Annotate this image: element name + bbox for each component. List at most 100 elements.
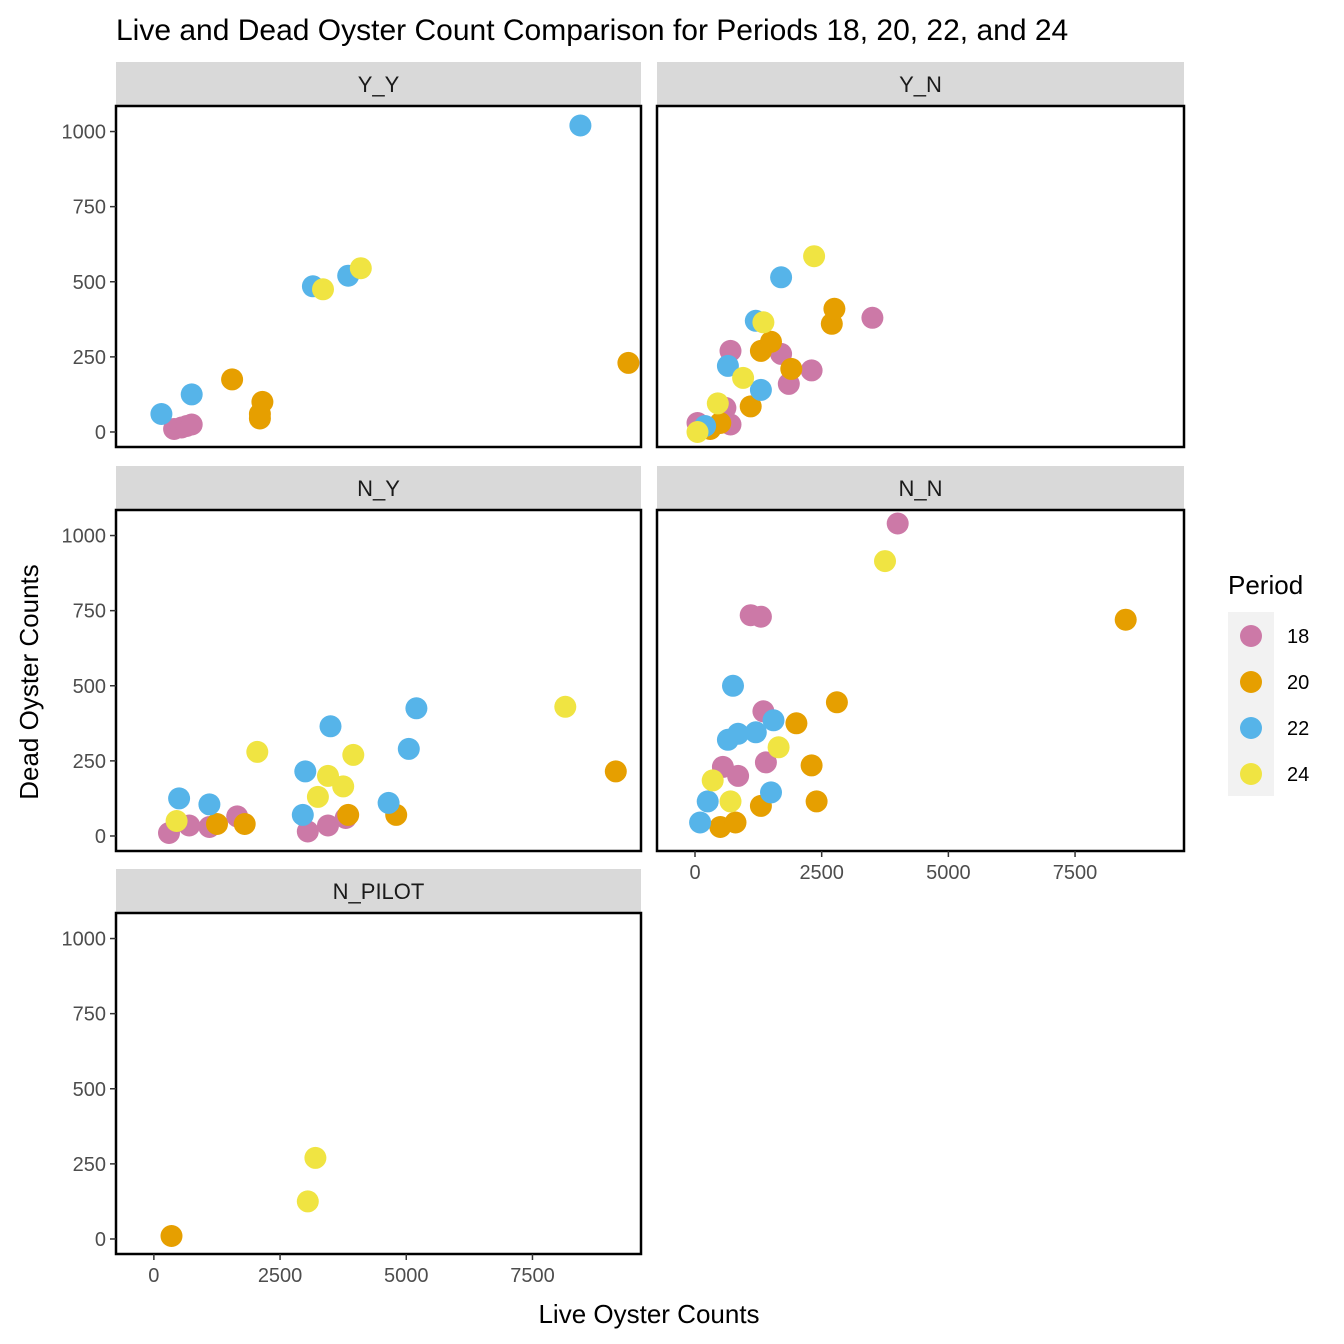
y-tick-label: 500 — [73, 1079, 106, 1101]
data-point-period-24 — [165, 810, 188, 832]
data-point-period-22 — [294, 760, 317, 783]
y-tick-label: 0 — [95, 826, 106, 848]
facet-strip-label: Y_N — [899, 72, 942, 97]
panel-n-y: N_Y 0 250 500 750 1000 — [62, 466, 643, 853]
legend-key-24 — [1240, 763, 1262, 785]
data-point-period-22 — [150, 403, 173, 425]
data-point-period-20 — [617, 351, 640, 374]
data-point-period-18 — [886, 512, 909, 535]
data-point-period-22 — [744, 721, 767, 744]
x-tick-label: 7500 — [1053, 862, 1098, 884]
data-point-period-22 — [716, 354, 739, 377]
panel-border — [655, 508, 1186, 853]
data-point-period-24 — [719, 790, 742, 813]
data-point-period-22 — [770, 266, 793, 289]
legend-title: Period — [1228, 570, 1303, 600]
data-point-period-22 — [722, 674, 744, 697]
data-point-period-20 — [760, 330, 782, 353]
data-point-period-24 — [701, 769, 724, 792]
data-point-period-22 — [168, 787, 191, 810]
data-point-period-22 — [760, 781, 782, 804]
legend-key-20 — [1240, 671, 1262, 693]
y-tick-label: 250 — [73, 1154, 106, 1176]
data-point-period-20 — [724, 811, 747, 834]
panel-n-n: N_N 0 2500 5000 7500 — [655, 466, 1186, 884]
data-point-period-20 — [337, 803, 360, 826]
y-tick-label: 750 — [73, 1004, 106, 1026]
data-point-period-20 — [785, 712, 808, 735]
data-point-period-18 — [800, 359, 823, 382]
y-tick-label: 750 — [73, 601, 106, 623]
data-point-period-20 — [739, 395, 762, 418]
data-point-period-22 — [405, 697, 428, 720]
y-axis-title: Dead Oyster Counts — [14, 564, 44, 800]
legend: Period 18 20 22 24 — [1228, 570, 1309, 796]
y-tick-label: 250 — [73, 751, 106, 773]
data-point-period-20 — [800, 754, 823, 777]
data-point-period-24 — [732, 366, 755, 389]
y-tick-label: 0 — [95, 422, 106, 444]
x-axis-title: Live Oyster Counts — [538, 1299, 759, 1329]
y-tick-label: 1000 — [62, 526, 107, 548]
x-tick-label: 5000 — [926, 862, 971, 884]
data-point-period-22 — [749, 378, 772, 401]
y-tick-label: 1000 — [62, 122, 107, 144]
data-point-period-22 — [762, 709, 785, 732]
points — [689, 512, 1137, 838]
data-point-period-20 — [825, 691, 848, 714]
data-point-period-20 — [780, 357, 803, 380]
data-point-period-20 — [206, 813, 228, 835]
data-point-period-18 — [727, 764, 750, 787]
x-tick-label: 5000 — [384, 1265, 429, 1287]
y-tick-label: 500 — [73, 676, 106, 698]
data-point-period-24 — [306, 785, 329, 808]
chart-title: Live and Dead Oyster Count Comparison fo… — [116, 14, 1068, 47]
data-point-period-22 — [377, 791, 400, 814]
facet-strip — [657, 466, 1184, 510]
data-point-period-22 — [180, 383, 203, 406]
points — [160, 1146, 327, 1247]
x-tick-label: 2500 — [258, 1265, 303, 1287]
data-point-period-18 — [754, 751, 777, 774]
data-point-period-24 — [767, 736, 790, 759]
facet-strip-label: N_N — [898, 476, 942, 501]
legend-label-22: 22 — [1287, 718, 1309, 740]
legend-key-18 — [1240, 625, 1262, 647]
data-point-period-24 — [296, 1190, 319, 1213]
data-point-period-18 — [296, 820, 319, 843]
data-point-period-22 — [727, 722, 750, 745]
panel-n-pilot: N_PILOT 0 250 500 750 1000 0 2500 5000 7500 — [62, 869, 643, 1287]
facet-strip-label: N_Y — [357, 476, 400, 501]
data-point-period-24 — [332, 775, 355, 798]
data-point-period-20 — [251, 390, 274, 413]
panel-border — [114, 911, 643, 1256]
panel-y-n: Y_N — [655, 62, 1186, 449]
legend-label-20: 20 — [1287, 672, 1309, 694]
y-tick-label: 500 — [73, 272, 106, 294]
data-point-period-20 — [823, 297, 846, 320]
data-point-period-20 — [233, 813, 256, 835]
y-tick-label: 0 — [95, 1229, 106, 1251]
points — [686, 245, 884, 443]
x-tick-label: 2500 — [799, 862, 844, 884]
panel-border — [114, 508, 643, 853]
legend-keys: 18 20 22 24 — [1228, 612, 1309, 796]
data-point-period-18 — [749, 605, 772, 628]
data-point-period-24 — [342, 743, 365, 766]
facet-strip-label: N_PILOT — [333, 879, 425, 904]
legend-label-24: 24 — [1287, 764, 1309, 786]
data-point-period-22 — [291, 803, 314, 826]
data-point-period-20 — [604, 760, 627, 783]
points — [150, 114, 640, 440]
data-point-period-24 — [686, 421, 709, 443]
x-tick-label: 0 — [689, 862, 700, 884]
y-tick-label: 1000 — [62, 929, 107, 951]
data-point-period-22 — [319, 715, 342, 738]
x-tick-label: 7500 — [510, 1265, 555, 1287]
data-point-period-24 — [554, 695, 577, 718]
facet-strip — [116, 869, 641, 913]
data-point-period-20 — [805, 790, 828, 813]
data-point-period-20 — [160, 1225, 183, 1247]
data-point-period-20 — [221, 368, 244, 391]
panel-border — [655, 104, 1186, 449]
